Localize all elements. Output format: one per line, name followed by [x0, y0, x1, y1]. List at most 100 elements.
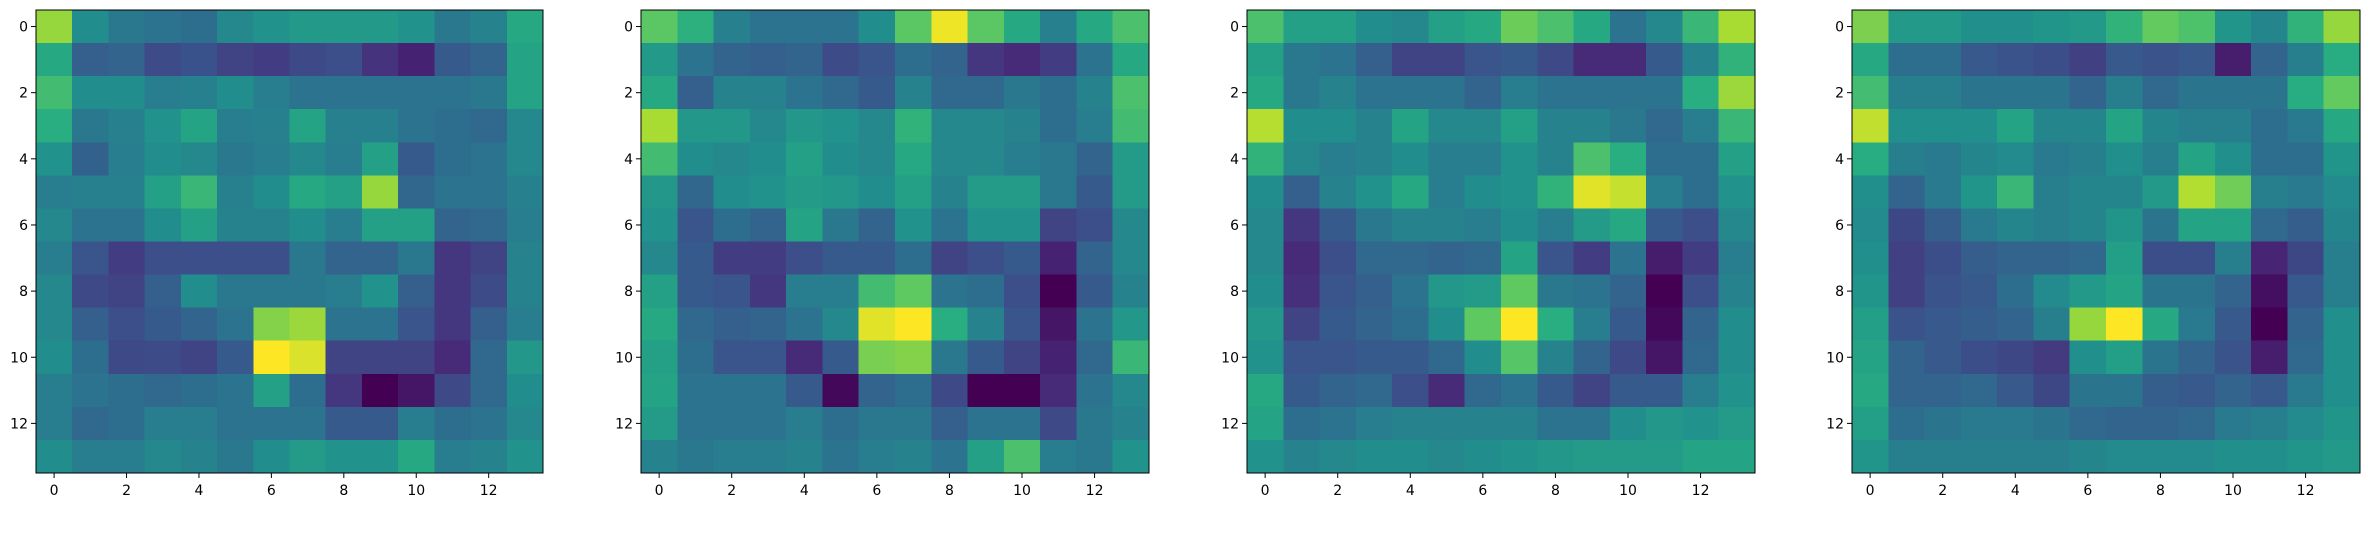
heatmap-cell — [36, 373, 73, 408]
heatmap-cell — [641, 142, 678, 176]
heatmap-cell — [180, 241, 218, 276]
heatmap-cell — [361, 439, 399, 474]
heatmap-cell — [2142, 10, 2180, 44]
heatmap-cell — [1924, 109, 1962, 143]
heatmap-cell — [289, 307, 327, 342]
heatmap-cell — [2251, 241, 2289, 276]
heatmap-cell — [1040, 307, 1078, 342]
heatmap-cell — [1355, 241, 1393, 276]
heatmap-cell — [1112, 373, 1150, 408]
heatmap-cell — [786, 439, 824, 474]
heatmap-cell — [713, 208, 751, 243]
heatmap-cell — [1283, 109, 1321, 143]
heatmap-cell — [1247, 307, 1284, 342]
heatmap-cell — [1573, 10, 1611, 44]
heatmap-cell — [2069, 175, 2107, 210]
heatmap-cell — [470, 142, 508, 176]
heatmap-cell — [1573, 406, 1611, 441]
heatmap-cell — [1924, 142, 1962, 176]
heatmap-cell — [1852, 10, 1889, 44]
heatmap-cell — [1003, 439, 1041, 474]
heatmap-cell — [1609, 439, 1647, 474]
heatmap-cell — [2069, 274, 2107, 309]
heatmap-cell — [1682, 10, 1720, 44]
heatmap-cell — [749, 10, 787, 44]
heatmap-cell — [1852, 43, 1889, 77]
heatmap-cell — [931, 109, 969, 143]
heatmap-cell — [2214, 10, 2252, 44]
heatmap-cell — [361, 208, 399, 243]
x-tick-label: 0 — [1261, 483, 1270, 499]
heatmap-cell — [325, 241, 363, 276]
heatmap-cell — [1428, 109, 1466, 143]
heatmap-cell — [1392, 241, 1430, 276]
heatmap-cell — [2214, 76, 2252, 110]
heatmap-cell — [1718, 406, 1756, 441]
heatmap-cell — [2214, 241, 2252, 276]
heatmap-cell — [1283, 208, 1321, 243]
heatmap-cell — [253, 43, 291, 77]
heatmap-cell — [1646, 43, 1684, 77]
heatmap-cell — [1003, 274, 1041, 309]
heatmap-cell — [144, 241, 182, 276]
heatmap-cell — [2214, 208, 2252, 243]
x-tick-label: 4 — [1406, 483, 1415, 499]
x-tick-label: 0 — [1866, 483, 1875, 499]
heatmap-cell — [325, 208, 363, 243]
heatmap-cell — [677, 109, 715, 143]
heatmap-cell — [895, 307, 932, 342]
heatmap-cell — [2178, 274, 2216, 309]
heatmap-cell — [1355, 373, 1393, 408]
heatmap-cell — [931, 406, 969, 441]
heatmap-cell — [895, 175, 932, 210]
heatmap-cell — [289, 208, 327, 243]
heatmap-cell — [1283, 340, 1321, 375]
heatmap-cell — [2142, 439, 2180, 474]
heatmap-cell — [1247, 241, 1284, 276]
heatmap-cell — [1888, 439, 1926, 474]
heatmap-cell — [144, 43, 182, 77]
heatmap-cell — [289, 109, 327, 143]
heatmap-cell — [36, 10, 73, 44]
heatmap-cell — [434, 274, 472, 309]
heatmap-cell — [2142, 241, 2180, 276]
x-tick-label: 12 — [1086, 483, 1104, 499]
heatmap-cell — [1247, 43, 1284, 77]
heatmap-cell — [361, 274, 399, 309]
heatmap-cell — [180, 142, 218, 176]
heatmap-cell — [1355, 10, 1393, 44]
heatmap-cell — [434, 373, 472, 408]
heatmap-cell — [1464, 142, 1502, 176]
heatmap-cell — [2142, 76, 2180, 110]
heatmap-cell — [931, 175, 969, 210]
y-tick-label: 0 — [1835, 20, 1844, 36]
y-tick-label: 2 — [624, 86, 633, 102]
heatmap-cell — [2142, 208, 2180, 243]
heatmap-cell — [2069, 439, 2107, 474]
heatmap-cell — [2287, 406, 2325, 441]
heatmap-cell — [1960, 175, 1998, 210]
heatmap-cell — [1040, 76, 1078, 110]
heatmap-cell — [506, 340, 544, 375]
heatmap-cell — [895, 241, 932, 276]
heatmap-cell — [253, 10, 291, 44]
x-tick-label: 8 — [1551, 483, 1560, 499]
heatmap-cell — [2106, 43, 2143, 77]
heatmap-cell — [1355, 76, 1393, 110]
heatmap-cell — [1537, 241, 1575, 276]
heatmap-cell — [1609, 142, 1647, 176]
heatmap-cell — [2106, 109, 2143, 143]
heatmap-cell — [2033, 109, 2071, 143]
heatmap-cell — [1112, 175, 1150, 210]
heatmap-cell — [2323, 43, 2361, 77]
heatmap-cell — [2142, 175, 2180, 210]
heatmap-cell — [434, 142, 472, 176]
heatmap-cell — [1003, 241, 1041, 276]
heatmap-cell — [967, 307, 1005, 342]
heatmap-cell — [2323, 175, 2361, 210]
heatmap-cell — [217, 10, 254, 44]
heatmap-cell — [1003, 109, 1041, 143]
heatmap-cell — [1112, 142, 1150, 176]
heatmap-cell — [398, 340, 435, 375]
heatmap-cell — [325, 76, 363, 110]
